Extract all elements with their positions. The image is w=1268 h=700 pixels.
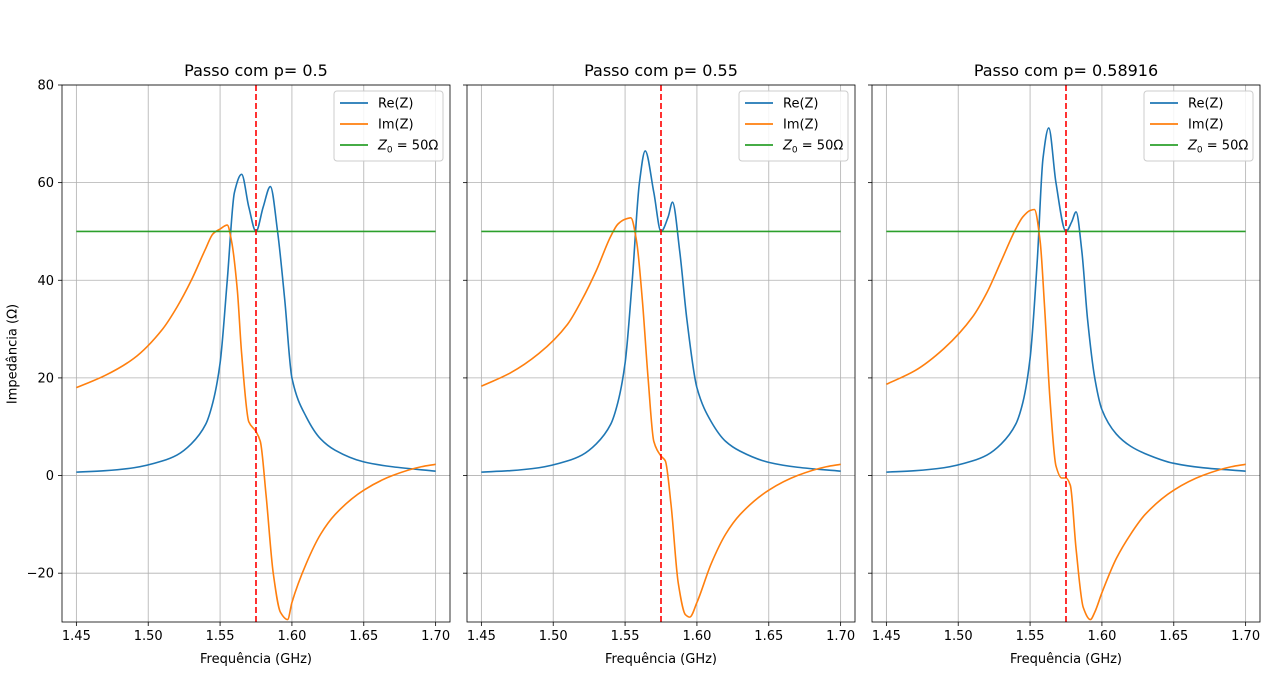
x-tick-label: 1.70	[421, 629, 450, 644]
y-tick-label: 40	[37, 274, 54, 289]
y-tick-label: −20	[27, 567, 54, 582]
x-tick-label: 1.45	[467, 629, 496, 644]
axes-frame	[61, 84, 451, 623]
series-line-im	[76, 224, 436, 621]
x-tick-label: 1.60	[277, 629, 306, 644]
grid	[467, 84, 855, 622]
x-tick-label: 1.65	[349, 629, 378, 644]
chart-panel-2: 1.45 1.50 1.55 1.60 1.65 1.70 Passo com p= 0.5…	[463, 61, 856, 667]
x-tick-label: 1.45	[62, 629, 91, 644]
x-tick-label: 1.50	[134, 629, 163, 644]
x-axis-label: Frequência (GHz)	[200, 652, 312, 667]
legend-label-im: Im(Z)	[783, 118, 819, 133]
chart-panels: 1.45 1.50 1.55 1.60 1.65 1.70 −20 0 20 40 60 80 Pass…	[27, 61, 1261, 667]
legend-label-im: Im(Z)	[378, 118, 414, 133]
x-tick-label: 1.50	[539, 629, 568, 644]
legend: Re(Z) Im(Z) Z0 = 50Ω	[1143, 90, 1254, 162]
legend-label-z0: Z0 = 50Ω	[1187, 139, 1248, 156]
x-tick-label: 1.55	[206, 629, 235, 644]
legend-label-z0: Z0 = 50Ω	[782, 139, 843, 156]
legend-label-im: Im(Z)	[1188, 118, 1224, 133]
legend-box	[333, 90, 444, 162]
x-tick-label: 1.45	[872, 629, 901, 644]
axes-frame	[871, 84, 1261, 623]
chart-title: Passo com p= 0.58916	[974, 61, 1158, 80]
x-tick-label: 1.55	[1016, 629, 1045, 644]
x-tick-label: 1.60	[682, 629, 711, 644]
y-tick-label: 20	[37, 371, 54, 386]
x-tick-label: 1.55	[611, 629, 640, 644]
y-tick-label: 60	[37, 176, 54, 191]
series-line-re	[76, 173, 436, 473]
y-axis-label: Impedância (Ω)	[6, 304, 21, 404]
chart-title: Passo com p= 0.5	[184, 61, 328, 80]
legend: Re(Z) Im(Z) Z0 = 50Ω	[333, 90, 444, 162]
y-tick-label: 80	[37, 79, 54, 94]
legend-box	[738, 90, 849, 162]
plot-area	[481, 85, 841, 622]
chart-panel-3: 1.45 1.50 1.55 1.60 1.65 1.70 Passo com p= 0.5…	[868, 61, 1261, 667]
chart-title: Passo com p= 0.55	[584, 61, 738, 80]
x-tick-label: 1.70	[1231, 629, 1260, 644]
series-line-re	[481, 150, 841, 473]
x-tick-label: 1.65	[1159, 629, 1188, 644]
legend-label-re: Re(Z)	[783, 97, 819, 112]
axes-frame	[466, 84, 856, 623]
x-tick-label: 1.50	[944, 629, 973, 644]
plot-area	[886, 85, 1246, 622]
series-line-im	[481, 216, 841, 618]
x-tick-label: 1.70	[826, 629, 855, 644]
legend-box	[1143, 90, 1254, 162]
legend: Re(Z) Im(Z) Z0 = 50Ω	[738, 90, 849, 162]
series-line-re	[886, 127, 1246, 473]
x-tick-label: 1.60	[1087, 629, 1116, 644]
chart-panel-1: 1.45 1.50 1.55 1.60 1.65 1.70 −20 0 20 40 60 80 Pass…	[27, 61, 451, 667]
series-line-im	[886, 208, 1246, 621]
x-axis-label: Frequência (GHz)	[605, 652, 717, 667]
legend-label-re: Re(Z)	[1188, 97, 1224, 112]
legend-label-re: Re(Z)	[378, 97, 414, 112]
x-axis-label: Frequência (GHz)	[1010, 652, 1122, 667]
x-tick-label: 1.65	[754, 629, 783, 644]
plot-area	[76, 85, 436, 622]
legend-label-z0: Z0 = 50Ω	[377, 139, 438, 156]
y-tick-label: 0	[46, 469, 54, 484]
